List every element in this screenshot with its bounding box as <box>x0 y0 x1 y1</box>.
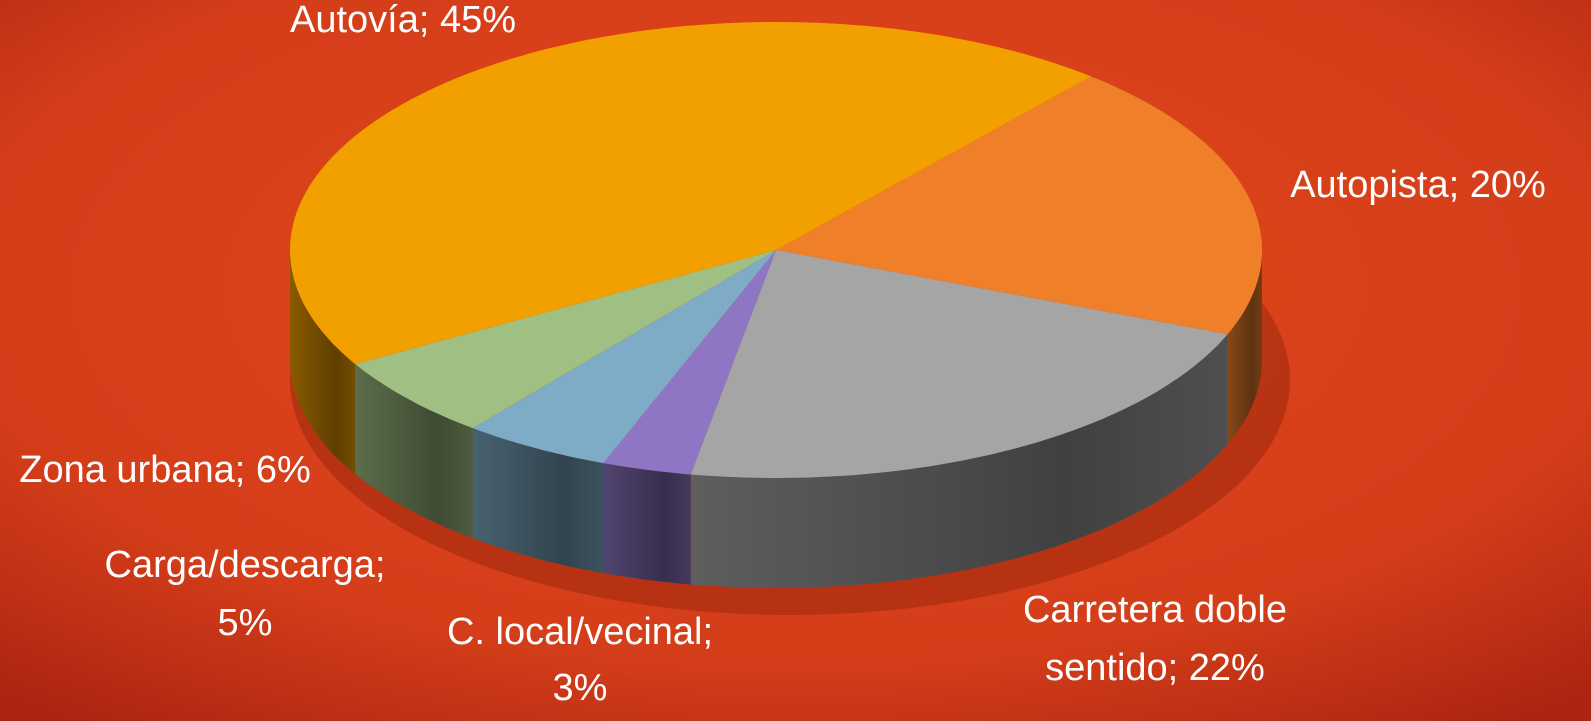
slice-side-shade <box>472 428 604 574</box>
data-label: Carretera doble <box>1023 589 1287 631</box>
data-label: Zona urbana; 6% <box>19 449 311 491</box>
slice <box>690 250 1228 478</box>
slice-side-shade <box>290 250 356 474</box>
slice <box>472 250 776 464</box>
data-label: 3% <box>553 667 608 709</box>
slice-side-shade <box>690 334 1228 588</box>
slice <box>776 76 1262 335</box>
slice-side-shade <box>1227 250 1262 445</box>
slice-side-shade <box>355 364 473 539</box>
slice-side-shade <box>603 463 691 585</box>
data-label: 5% <box>218 602 273 644</box>
data-label: Autopista; 20% <box>1290 164 1546 206</box>
slice <box>355 250 776 429</box>
data-label: Autovía; 45% <box>290 0 516 41</box>
data-label: sentido; 22% <box>1045 647 1265 689</box>
slice <box>603 250 776 475</box>
data-label: C. local/vecinal; <box>447 611 713 653</box>
data-label: Carga/descarga; <box>105 544 386 586</box>
slice <box>290 22 1091 364</box>
